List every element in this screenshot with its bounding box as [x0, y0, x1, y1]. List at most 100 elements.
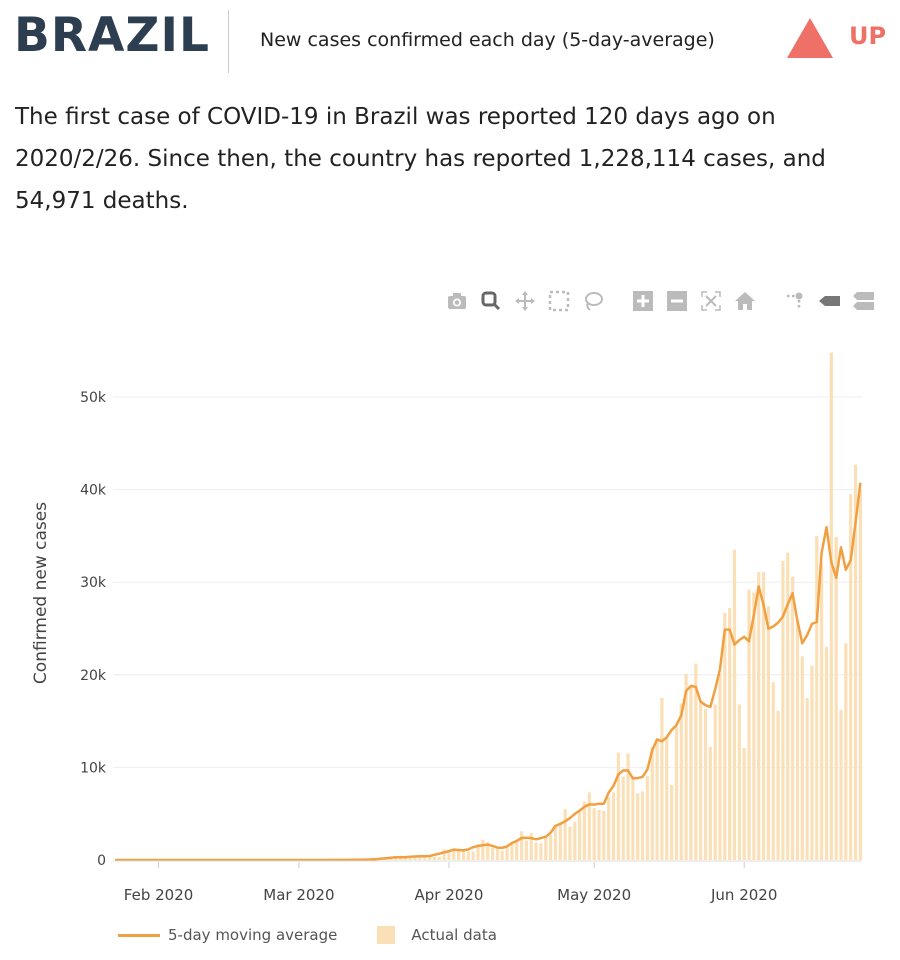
actual-data-bar	[747, 589, 751, 860]
actual-data-bar	[592, 808, 596, 860]
actual-data-bar	[549, 834, 553, 860]
actual-data-bar	[694, 663, 698, 860]
actual-data-bar	[723, 612, 727, 860]
actual-data-bar	[519, 831, 524, 860]
actual-data-bar	[703, 709, 708, 860]
actual-data-bar	[849, 494, 853, 860]
actual-data-bar	[413, 857, 417, 860]
trend-up-icon	[787, 18, 833, 58]
actual-data-bar	[820, 563, 824, 860]
zoom-in-icon[interactable]	[626, 288, 660, 314]
pan-icon[interactable]	[508, 288, 542, 314]
actual-data-bar	[534, 842, 538, 860]
actual-data-bar	[524, 840, 528, 860]
actual-data-bar	[515, 841, 519, 860]
lasso-select-icon[interactable]	[576, 288, 610, 314]
actual-data-bar	[602, 810, 606, 860]
actual-data-bar	[810, 665, 814, 860]
actual-data-bar	[786, 552, 790, 860]
actual-data-bar	[418, 855, 422, 860]
trend-label: UP	[849, 22, 887, 50]
actual-data-bar	[611, 792, 616, 860]
actual-data-bar	[684, 673, 688, 860]
x-tick-label: Jun 2020	[710, 886, 777, 904]
reset-axes-icon[interactable]	[728, 288, 762, 314]
actual-data-bar	[442, 849, 446, 860]
axes: 0 10k 20k 30k 40k 50k Feb 2020 Mar 2020 Apr 2020…	[80, 390, 862, 904]
x-tick-label: May 2020	[557, 886, 631, 904]
actual-data-bar	[752, 592, 756, 860]
actual-data-bar	[718, 672, 722, 860]
actual-data-bar	[553, 825, 558, 860]
actual-data-bar	[699, 701, 703, 860]
moving-average-line	[115, 482, 862, 862]
autoscale-icon[interactable]	[694, 288, 728, 314]
legend-line-swatch[interactable]	[118, 933, 160, 937]
actual-data-bar	[776, 710, 780, 860]
actual-data-bar	[631, 776, 635, 860]
actual-data-bar	[834, 536, 838, 860]
actual-data-bar	[640, 791, 645, 860]
actual-data-bar	[737, 704, 741, 860]
actual-data-bar	[824, 647, 829, 860]
y-tick-label: 40k	[80, 483, 107, 499]
y-tick-label: 50k	[80, 390, 107, 406]
zoom-icon[interactable]	[474, 288, 508, 314]
actual-data-bar	[728, 608, 732, 860]
y-tick-label: 0	[97, 853, 106, 869]
actual-data-bar	[539, 843, 543, 860]
actual-data-bar	[481, 839, 485, 860]
hover-compare-icon[interactable]	[846, 288, 880, 314]
actual-data-bar	[742, 747, 746, 860]
actual-data-bar	[757, 572, 761, 860]
actual-data-bar	[432, 856, 437, 860]
box-select-icon[interactable]	[542, 288, 576, 314]
actual-data-bar	[660, 697, 664, 860]
actual-data-bar	[732, 549, 737, 860]
y-tick-label: 20k	[80, 668, 107, 684]
grid	[113, 396, 862, 768]
actual-data-bar	[858, 489, 862, 860]
actual-data-bar	[853, 464, 858, 860]
legend-bar-swatch[interactable]	[377, 926, 396, 944]
actual-data-bar	[800, 656, 804, 860]
actual-data-bar	[486, 842, 490, 860]
actual-data-bar	[423, 855, 427, 860]
actual-data-bar	[461, 848, 466, 860]
legend-line-label[interactable]: 5-day moving average	[168, 926, 338, 944]
chart-toolbar	[440, 288, 880, 314]
actual-data-bar	[616, 752, 620, 860]
actual-data-bar	[771, 682, 775, 860]
zoom-out-icon[interactable]	[660, 288, 694, 314]
x-tick-label: Apr 2020	[415, 886, 484, 904]
spike-lines-icon[interactable]	[778, 288, 812, 314]
hover-closest-icon[interactable]	[812, 288, 846, 314]
actual-data-bar	[815, 535, 819, 860]
actual-data-bar	[529, 833, 533, 860]
y-axis-label: Confirmed new cases	[31, 502, 51, 684]
actual-data-bar	[437, 857, 441, 860]
actual-data-bar	[607, 797, 611, 860]
actual-data-bar	[766, 606, 770, 860]
actual-data-bar	[578, 809, 582, 860]
actual-data-bar	[650, 747, 654, 860]
actual-data-bar	[510, 843, 514, 860]
y-tick-label: 30k	[80, 575, 107, 591]
actual-data-bar	[689, 686, 693, 860]
actual-data-bar	[829, 352, 833, 860]
actual-data-bar	[394, 857, 398, 860]
actual-data-bar	[713, 704, 717, 860]
camera-icon[interactable]	[440, 288, 474, 314]
actual-data-bars	[277, 352, 862, 860]
actual-data-bar	[582, 801, 587, 860]
x-tick-label: Feb 2020	[124, 886, 194, 904]
summary-text: The first case of COVID-19 in Brazil was…	[15, 104, 826, 214]
actual-data-bar	[844, 643, 848, 860]
x-tick-label: Mar 2020	[263, 886, 334, 904]
actual-data-bar	[457, 850, 461, 860]
actual-data-bar	[544, 836, 548, 860]
legend-bar-label[interactable]: Actual data	[411, 926, 497, 944]
actual-data-bar	[447, 849, 451, 860]
actual-data-bar	[466, 851, 470, 860]
